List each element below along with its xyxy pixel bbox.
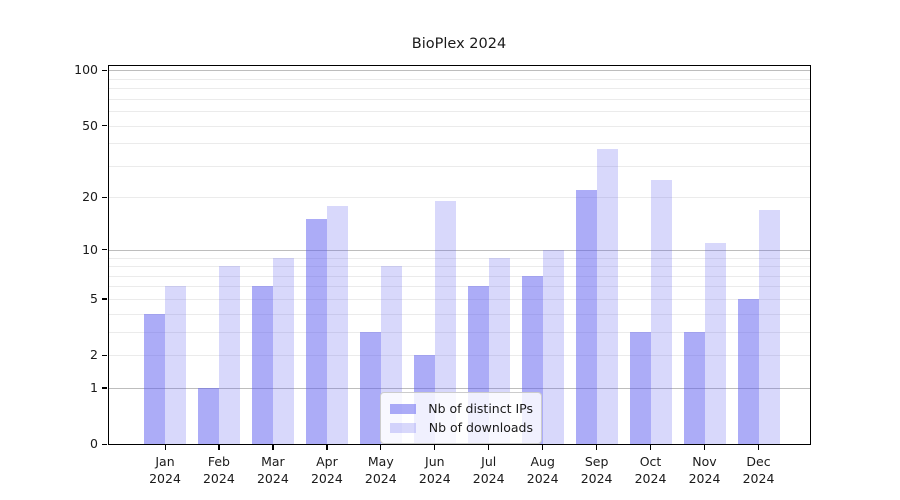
x-tick-label-sep: Sep 2024 bbox=[580, 454, 613, 486]
bar-downloads-apr bbox=[326, 205, 348, 444]
legend-entry-downloads: Nb of downloads bbox=[390, 419, 533, 436]
y-tick-mark bbox=[102, 354, 107, 356]
bar-distinct-ips-mar bbox=[251, 286, 273, 444]
bar-downloads-sep bbox=[596, 149, 618, 444]
y-tick-label: 10 bbox=[82, 241, 98, 257]
bar-downloads-mar bbox=[272, 257, 294, 444]
minor-gridline bbox=[108, 125, 810, 127]
x-tick-label-mar: Mar 2024 bbox=[256, 454, 289, 486]
legend-swatch-distinct-ips bbox=[390, 403, 416, 414]
x-tick-mark bbox=[380, 445, 382, 450]
x-tick-label-jan: Jan 2024 bbox=[149, 454, 181, 486]
y-tick-label: 5 bbox=[90, 290, 98, 306]
minor-gridline bbox=[108, 266, 810, 267]
y-tick-label: 1 bbox=[90, 379, 98, 395]
minor-gridline bbox=[108, 165, 810, 167]
x-tick-mark bbox=[542, 445, 544, 450]
minor-gridline bbox=[108, 275, 810, 277]
bar-distinct-ips-may bbox=[359, 331, 381, 444]
minor-gridline bbox=[108, 98, 810, 100]
y-tick-label: 100 bbox=[74, 62, 98, 78]
minor-gridline bbox=[108, 257, 810, 259]
x-tick-label-jul: Jul 2024 bbox=[472, 454, 505, 486]
x-tick-label-jun: Jun 2024 bbox=[418, 454, 451, 486]
bar-downloads-oct bbox=[650, 180, 672, 444]
bar-downloads-aug bbox=[542, 249, 564, 444]
minor-gridline bbox=[108, 197, 810, 199]
legend-label-downloads: Nb of downloads bbox=[428, 420, 533, 435]
x-tick-mark bbox=[218, 445, 220, 450]
y-tick-label: 2 bbox=[90, 347, 98, 362]
minor-gridline bbox=[108, 88, 810, 89]
chart-title: BioPlex 2024 bbox=[411, 36, 507, 52]
y-tick-label: 20 bbox=[82, 189, 98, 205]
y-tick-label: 50 bbox=[82, 117, 98, 133]
y-tick-mark bbox=[102, 125, 107, 127]
plot-area bbox=[108, 65, 810, 444]
bar-downloads-jun bbox=[434, 201, 456, 444]
legend-entry-distinct-ips: Nb of distinct IPs bbox=[390, 400, 533, 417]
x-tick-mark bbox=[434, 445, 436, 450]
x-tick-mark bbox=[758, 445, 760, 450]
x-tick-label-oct: Oct 2024 bbox=[634, 454, 667, 486]
minor-gridline bbox=[108, 355, 810, 356]
major-gridline bbox=[108, 70, 810, 72]
bar-distinct-ips-oct bbox=[629, 331, 651, 444]
legend-swatch-downloads bbox=[390, 422, 416, 433]
minor-gridline bbox=[108, 78, 810, 80]
bar-distinct-ips-jan bbox=[144, 313, 165, 444]
legend-label-distinct-ips: Nb of distinct IPs bbox=[428, 401, 533, 416]
x-tick-mark bbox=[650, 445, 652, 450]
bar-downloads-jan bbox=[165, 286, 186, 444]
minor-gridline bbox=[108, 143, 810, 145]
minor-gridline bbox=[108, 313, 810, 315]
y-tick-label: 0 bbox=[90, 436, 98, 451]
y-tick-mark bbox=[102, 196, 107, 199]
x-tick-label-dec: Dec 2024 bbox=[742, 454, 775, 486]
bar-distinct-ips-nov bbox=[683, 331, 705, 444]
bar-distinct-ips-apr bbox=[305, 219, 327, 444]
x-tick-mark bbox=[704, 445, 706, 450]
x-tick-mark bbox=[272, 445, 274, 450]
x-tick-mark bbox=[326, 445, 328, 450]
bar-distinct-ips-sep bbox=[575, 190, 597, 444]
x-tick-mark bbox=[488, 445, 490, 450]
bar-downloads-dec bbox=[758, 209, 780, 444]
x-tick-mark bbox=[164, 445, 166, 450]
x-tick-label-apr: Apr 2024 bbox=[310, 454, 343, 486]
minor-gridline bbox=[108, 111, 810, 112]
bar-distinct-ips-dec bbox=[737, 298, 759, 444]
legend: Nb of distinct IPs Nb of downloads bbox=[380, 392, 542, 444]
x-tick-label-aug: Aug 2024 bbox=[526, 454, 559, 486]
x-tick-label-may: May 2024 bbox=[364, 454, 397, 486]
y-tick-mark bbox=[102, 69, 107, 71]
y-tick-mark bbox=[102, 249, 107, 251]
major-gridline bbox=[108, 387, 810, 389]
x-tick-mark bbox=[596, 445, 598, 450]
major-gridline bbox=[108, 249, 810, 251]
bar-downloads-feb bbox=[219, 266, 240, 444]
bar-downloads-nov bbox=[704, 242, 726, 444]
x-tick-label-feb: Feb 2024 bbox=[202, 454, 235, 486]
minor-gridline bbox=[108, 331, 810, 333]
minor-gridline bbox=[108, 298, 810, 300]
y-tick-mark bbox=[102, 298, 107, 300]
minor-gridline bbox=[108, 286, 810, 288]
bar-distinct-ips-feb bbox=[198, 387, 219, 444]
x-tick-label-nov: Nov 2024 bbox=[688, 454, 721, 486]
y-tick-mark bbox=[102, 387, 107, 389]
y-tick-mark bbox=[102, 443, 107, 445]
